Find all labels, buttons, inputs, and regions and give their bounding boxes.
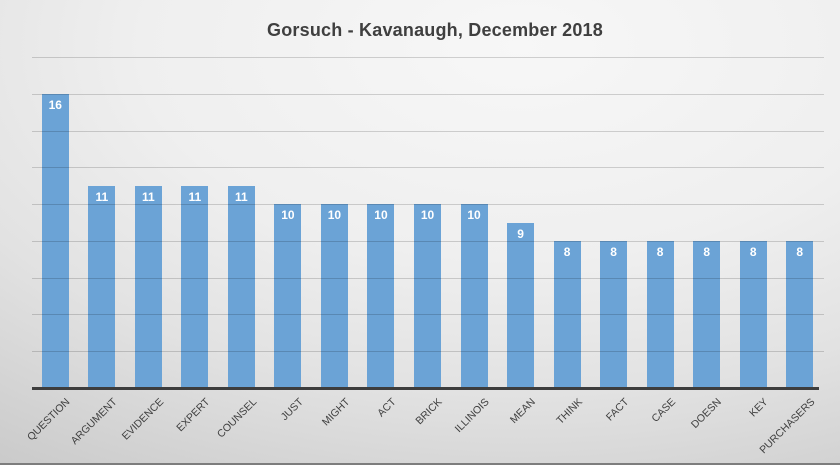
bar-argument[interactable] [88, 185, 116, 388]
x-axis-label: DOESN [689, 396, 725, 431]
bar-value-label: 11 [188, 189, 202, 204]
bar-might[interactable] [320, 204, 348, 388]
bar-case[interactable] [646, 240, 674, 388]
bar-value-label: 16 [48, 97, 62, 112]
bar-value-label: 11 [95, 189, 109, 204]
bar-value-label: 11 [235, 189, 248, 204]
bar-value-label: 10 [420, 208, 435, 223]
x-axis-label: ARGUMENT [68, 396, 120, 447]
bar-expert[interactable] [181, 185, 209, 388]
bar-question[interactable] [41, 93, 69, 388]
gridline [32, 351, 824, 353]
bar-evidence[interactable] [134, 185, 162, 388]
x-axis-label: THINK [553, 396, 585, 427]
chart-title: Gorsuch - Kavanaugh, December 2018 [267, 20, 603, 40]
x-axis-label: JUST [278, 396, 306, 424]
x-axis-label: ILLINOIS [452, 396, 492, 436]
x-axis-label: CASE [648, 396, 678, 425]
x-axis-label: ACT [375, 396, 399, 420]
bar-act[interactable] [367, 204, 395, 388]
bar-illinois[interactable] [460, 204, 488, 388]
gridline [32, 314, 824, 316]
bar-value-label: 9 [517, 226, 524, 241]
x-axis-label: MEAN [508, 396, 539, 426]
x-axis-label: QUESTION [25, 396, 73, 444]
bar-think[interactable] [553, 240, 581, 388]
bar-counsel[interactable] [227, 185, 255, 388]
gridline [32, 130, 824, 132]
gridline [32, 167, 824, 169]
bar-purchasers[interactable] [786, 240, 814, 388]
bar-doesn[interactable] [693, 240, 721, 388]
x-axis-label: MIGHT [319, 396, 352, 429]
gridline [32, 93, 824, 95]
bar-value-label: 11 [141, 189, 155, 204]
x-axis-label: EXPERT [174, 396, 213, 435]
bar-value-label: 8 [610, 244, 617, 259]
bar-fact[interactable] [600, 240, 628, 388]
bar-just[interactable] [274, 204, 302, 388]
bar-value-label: 10 [281, 208, 295, 223]
gridline [32, 204, 824, 206]
x-axis-line [32, 387, 819, 390]
x-axis-label: COUNSEL [214, 396, 259, 441]
bar-value-label: 10 [374, 208, 388, 223]
x-axis-label: BRICK [413, 396, 445, 428]
x-axis-label: EVIDENCE [119, 396, 166, 443]
bar-value-label: 10 [467, 208, 481, 223]
bar-key[interactable] [739, 240, 767, 388]
x-axis-label: FACT [603, 396, 632, 424]
bar-value-label: 8 [563, 244, 571, 259]
bar-value-label: 8 [703, 244, 711, 259]
bar-value-label: 8 [656, 244, 664, 259]
bar-value-label: 10 [327, 208, 342, 223]
gridline [32, 57, 824, 58]
bar-value-label: 8 [749, 244, 757, 259]
x-axis-label: KEY [747, 396, 771, 420]
bar-brick[interactable] [414, 204, 441, 388]
bar-value-label: 8 [796, 244, 804, 259]
bar-mean[interactable] [507, 222, 535, 388]
gridline [32, 240, 824, 242]
gridline [32, 277, 824, 279]
